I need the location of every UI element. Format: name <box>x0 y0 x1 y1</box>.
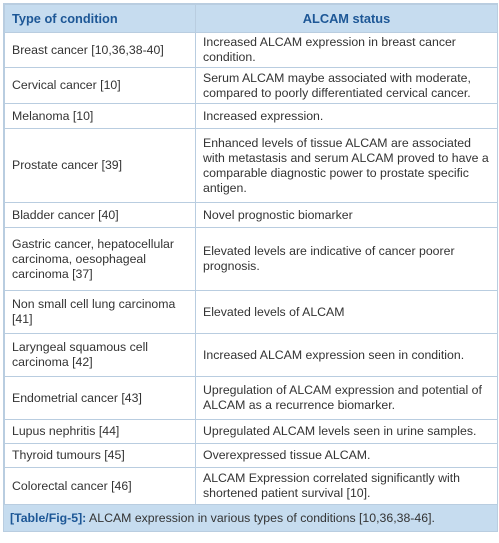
status-cell: Novel prognostic biomarker <box>195 202 498 228</box>
status-cell: Elevated levels are indicative of cancer… <box>195 227 498 291</box>
column-header: Type of condition <box>4 4 196 33</box>
table-row: Bladder cancer [40] Novel prognostic biom… <box>4 202 498 228</box>
column-header: ALCAM status <box>195 4 498 33</box>
condition-cell: Laryngeal squamous cell carcinoma [42] <box>4 333 196 377</box>
status-cell: Serum ALCAM maybe associated with modera… <box>195 67 498 104</box>
table-row: Lupus nephritis [44] Upregulated ALCAM le… <box>4 419 498 444</box>
status-cell: Elevated levels of ALCAM <box>195 290 498 334</box>
condition-cell: Melanoma [10] <box>4 103 196 129</box>
condition-cell: Colorectal cancer [46] <box>4 467 196 505</box>
condition-cell: Prostate cancer [39] <box>4 128 196 203</box>
table-row: Cervical cancer [10] Serum ALCAM maybe as… <box>4 67 498 104</box>
condition-cell: Bladder cancer [40] <box>4 202 196 228</box>
condition-cell: Cervical cancer [10] <box>4 67 196 104</box>
condition-cell: Endometrial cancer [43] <box>4 376 196 420</box>
table-row: Laryngeal squamous cell carcinoma [42] In… <box>4 333 498 377</box>
condition-cell: Thyroid tumours [45] <box>4 443 196 468</box>
status-cell: Increased ALCAM expression seen in condi… <box>195 333 498 377</box>
table: Type of condition ALCAM status Breast ca… <box>4 4 498 505</box>
status-cell: Upregulated ALCAM levels seen in urine s… <box>195 419 498 444</box>
caption: [Table/Fig-5]: ALCAM expression in vario… <box>4 505 497 531</box>
header-row: Type of condition ALCAM status <box>4 4 498 33</box>
table-row: Colorectal cancer [46] ALCAM Expression c… <box>4 467 498 505</box>
status-cell: Increased expression. <box>195 103 498 129</box>
table-figure: Type of condition ALCAM status Breast ca… <box>3 3 498 532</box>
condition-cell: Non small cell lung carcinoma [41] <box>4 290 196 334</box>
condition-cell: Breast cancer [10,36,38-40] <box>4 32 196 68</box>
status-cell: ALCAM Expression correlated significantl… <box>195 467 498 505</box>
table-body: Breast cancer [10,36,38-40] Increased ALC… <box>4 32 498 505</box>
table-row: Prostate cancer [39] Enhanced levels of t… <box>4 128 498 203</box>
status-cell: Increased ALCAM expression in breast can… <box>195 32 498 68</box>
condition-cell: Gastric cancer, hepatocellular carcinoma… <box>4 227 196 291</box>
table-row: Breast cancer [10,36,38-40] Increased ALC… <box>4 32 498 68</box>
table-row: Gastric cancer, hepatocellular carcinoma… <box>4 227 498 291</box>
table-row: Thyroid tumours [45] Overexpressed tissue… <box>4 443 498 468</box>
status-cell: Overexpressed tissue ALCAM. <box>195 443 498 468</box>
status-cell: Enhanced levels of tissue ALCAM are asso… <box>195 128 498 203</box>
table-row: Melanoma [10] Increased expression. <box>4 103 498 129</box>
caption-text: ALCAM expression in various types of con… <box>89 511 435 525</box>
table-row: Endometrial cancer [43] Upregulation of A… <box>4 376 498 420</box>
table-row: Non small cell lung carcinoma [41] Elevat… <box>4 290 498 334</box>
condition-cell: Lupus nephritis [44] <box>4 419 196 444</box>
caption-label: [Table/Fig-5]: <box>10 511 87 525</box>
status-cell: Upregulation of ALCAM expression and pot… <box>195 376 498 420</box>
